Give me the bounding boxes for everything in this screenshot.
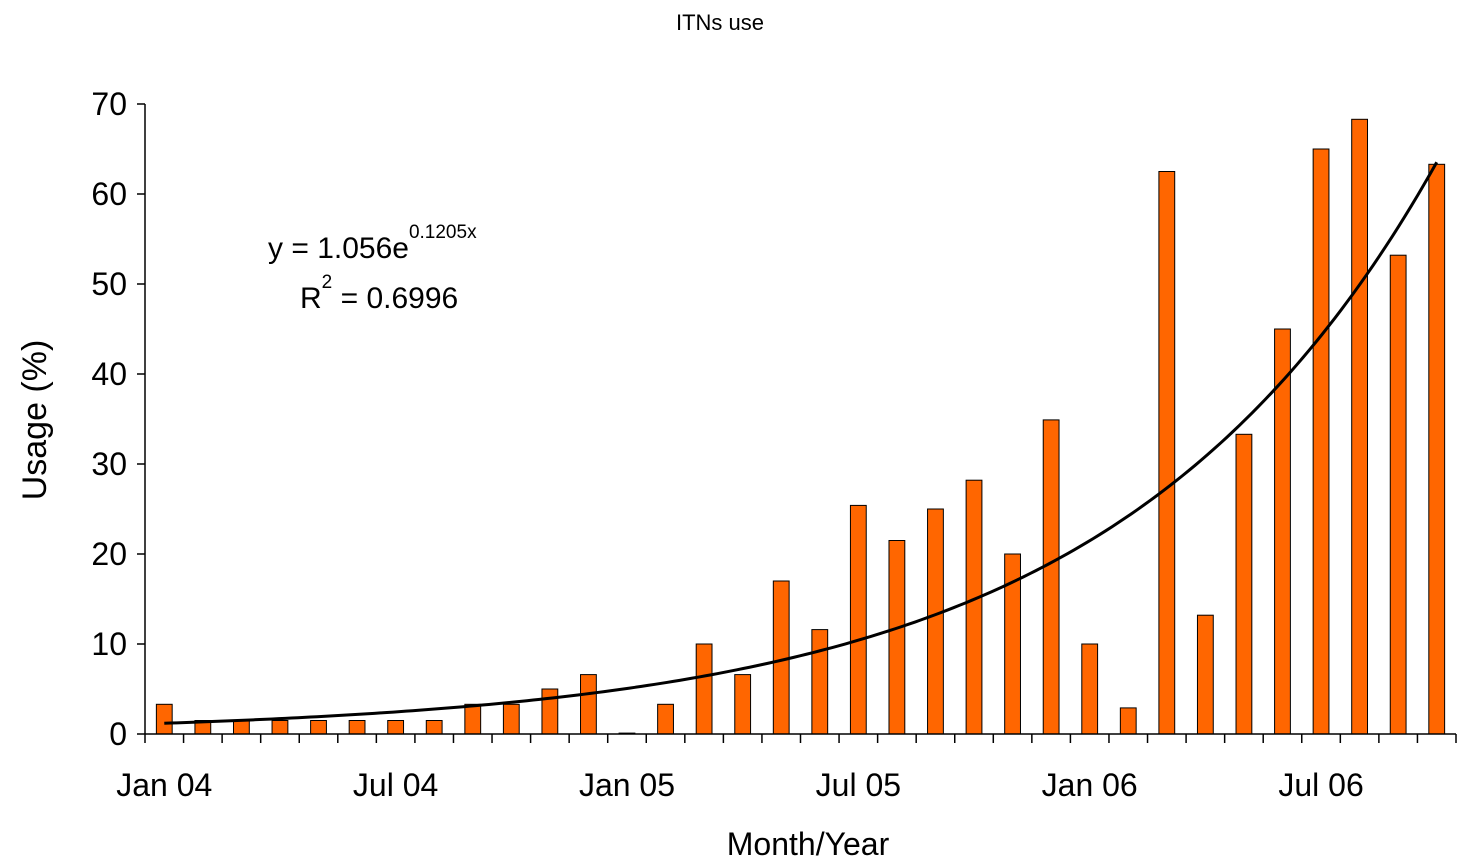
bar-feb-05 bbox=[657, 703, 674, 735]
y-tick-label: 30 bbox=[91, 446, 127, 482]
bar-sep-06 bbox=[1389, 254, 1407, 735]
x-tick-label-jan-05: Jan 05 bbox=[579, 767, 675, 803]
bar-jan-06 bbox=[1081, 643, 1099, 735]
bar-jun-05 bbox=[811, 629, 829, 735]
y-tick-label: 50 bbox=[91, 266, 127, 302]
y-tick-label: 40 bbox=[91, 356, 127, 392]
equation-exponent: 0.1205x bbox=[409, 222, 477, 243]
r2-power: 2 bbox=[322, 272, 333, 293]
x-tick-label-jul-04: Jul 04 bbox=[353, 767, 438, 803]
y-tick-label: 70 bbox=[91, 86, 127, 122]
bar-jul-06 bbox=[1312, 148, 1330, 735]
bar-aug-05 bbox=[888, 540, 906, 735]
bar-feb-06 bbox=[1119, 707, 1137, 735]
x-tick-label-jul-05: Jul 05 bbox=[816, 767, 901, 803]
bar-mar-04 bbox=[232, 720, 250, 735]
bar-mar-06 bbox=[1158, 171, 1176, 735]
bar-apr-04 bbox=[271, 720, 289, 735]
bar-may-04 bbox=[310, 720, 327, 735]
bar-oct-06 bbox=[1428, 163, 1446, 735]
bar-aug-04 bbox=[425, 720, 443, 735]
x-tick-label-jan-04: Jan 04 bbox=[116, 767, 212, 803]
y-tick-label: 0 bbox=[109, 716, 127, 752]
trendline bbox=[164, 161, 1439, 725]
bar-jul-05 bbox=[849, 504, 867, 735]
bar-oct-05 bbox=[965, 479, 983, 735]
bar-dec-04 bbox=[580, 674, 597, 735]
x-tick-labels: Jan 04 Jul 04 Jan 05 Jul 05 Jan 06 Jul 06 bbox=[116, 767, 1363, 803]
r2-value: = 0.6996 bbox=[332, 282, 458, 315]
bar-apr-05 bbox=[734, 674, 752, 735]
bar-jan-04 bbox=[155, 703, 173, 735]
axes-group bbox=[137, 103, 1457, 743]
x-tick-label-jan-06: Jan 06 bbox=[1042, 767, 1138, 803]
bar-jul-04 bbox=[387, 720, 405, 735]
chart-title: ITNs use bbox=[676, 10, 764, 35]
y-tick-labels: 0 10 20 30 40 50 60 70 bbox=[91, 86, 127, 752]
bar-sep-05 bbox=[927, 508, 944, 735]
y-tick-label: 60 bbox=[91, 176, 127, 212]
bar-nov-04 bbox=[541, 688, 559, 735]
y-tick-label: 10 bbox=[91, 626, 127, 662]
equation-base: y = 1.056e bbox=[268, 232, 409, 265]
x-tick-label-jul-06: Jul 06 bbox=[1278, 767, 1363, 803]
svg-text:R2 = 0.6996: R2 = 0.6996 bbox=[300, 272, 458, 315]
bar-mar-05 bbox=[695, 643, 713, 735]
r2-prefix: R bbox=[300, 282, 322, 315]
bars-group bbox=[155, 118, 1446, 735]
trend-equation: y = 1.056e0.1205x R2 = 0.6996 bbox=[268, 222, 477, 315]
bar-jun-04 bbox=[348, 720, 366, 735]
bar-dec-05 bbox=[1042, 419, 1060, 735]
y-tick-label: 20 bbox=[91, 536, 127, 572]
bar-oct-04 bbox=[502, 703, 520, 735]
bar-apr-06 bbox=[1196, 614, 1214, 735]
bar-may-06 bbox=[1235, 433, 1253, 735]
svg-text:y = 1.056e0.1205x: y = 1.056e0.1205x bbox=[268, 222, 477, 265]
y-axis-label: Usage (%) bbox=[16, 340, 54, 501]
bar-sep-04 bbox=[464, 703, 482, 735]
x-axis-label: Month/Year bbox=[727, 826, 890, 862]
bar-aug-06 bbox=[1351, 118, 1369, 735]
bar-jun-06 bbox=[1274, 328, 1291, 735]
